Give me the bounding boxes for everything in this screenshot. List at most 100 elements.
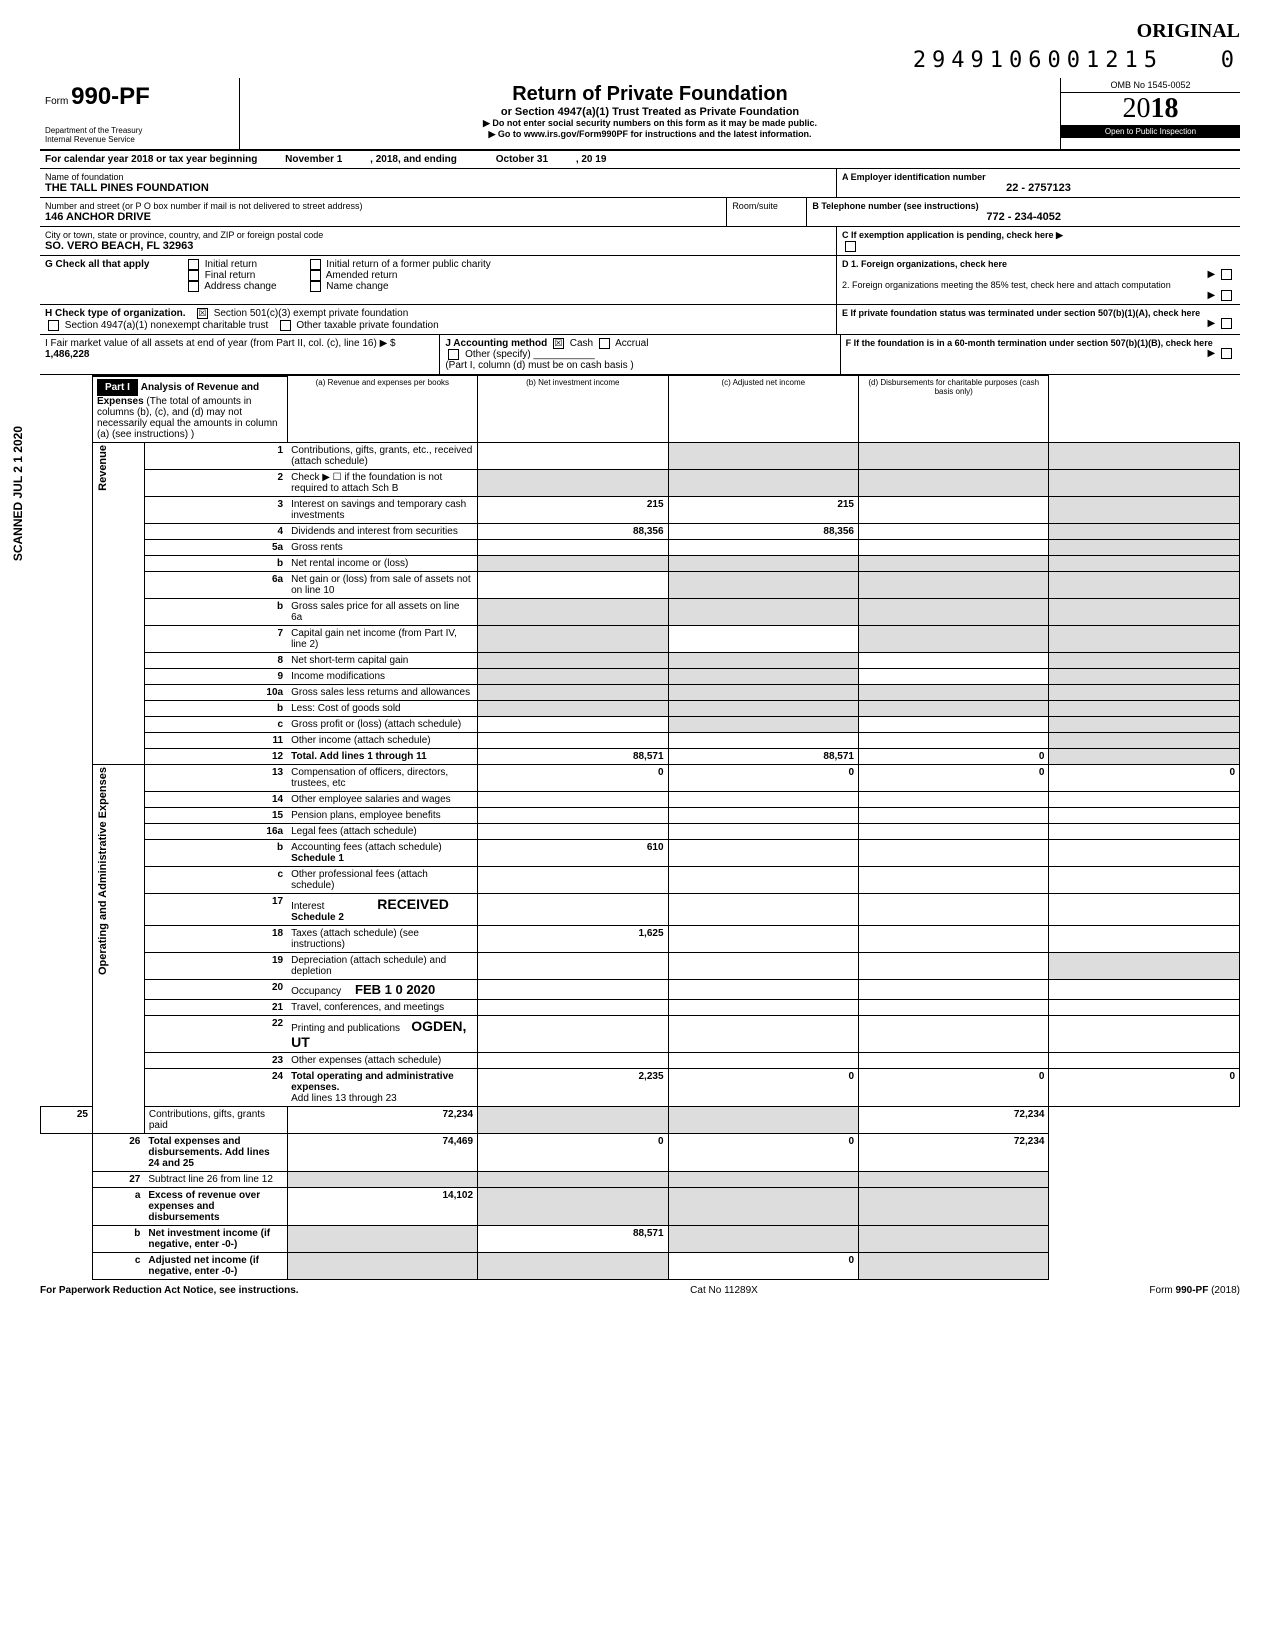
line-16a: Legal fees (attach schedule) bbox=[287, 823, 477, 839]
line-10a: Gross sales less returns and allowances bbox=[287, 684, 477, 700]
i-value: 1,486,228 bbox=[45, 349, 90, 360]
city: SO. VERO BEACH, FL 32963 bbox=[45, 240, 831, 252]
d2-checkbox[interactable] bbox=[1221, 290, 1232, 301]
l12-c: 0 bbox=[859, 748, 1049, 764]
l16b-a: 610 bbox=[478, 839, 668, 866]
main-title: Return of Private Foundation bbox=[245, 83, 1055, 106]
g-initial-checkbox[interactable] bbox=[188, 259, 199, 270]
line-15: Pension plans, employee benefits bbox=[287, 807, 477, 823]
stamp-number: 2949106001215 bbox=[913, 48, 1163, 73]
line-24: Total operating and administrative expen… bbox=[291, 1071, 454, 1093]
line-16c: Other professional fees (attach schedule… bbox=[287, 866, 477, 893]
line-27a: Excess of revenue over expenses and disb… bbox=[144, 1187, 287, 1225]
h-501c3-checkbox[interactable]: ☒ bbox=[197, 308, 208, 319]
line-16b: Accounting fees (attach schedule) bbox=[291, 842, 442, 853]
l18-a: 1,625 bbox=[478, 925, 668, 952]
line-11: Other income (attach schedule) bbox=[287, 732, 477, 748]
g-final-checkbox[interactable] bbox=[188, 270, 199, 281]
l24-a: 2,235 bbox=[478, 1068, 668, 1106]
period-begin: November 1 bbox=[285, 154, 342, 165]
h-label: H Check type of organization. bbox=[45, 309, 186, 320]
l13-b: 0 bbox=[668, 764, 858, 791]
j-cash-checkbox[interactable]: ☒ bbox=[553, 338, 564, 349]
g-opt4: Initial return of a former public charit… bbox=[326, 259, 491, 270]
g-label: G Check all that apply bbox=[45, 259, 185, 301]
h-other-checkbox[interactable] bbox=[280, 320, 291, 331]
line-5b: Net rental income or (loss) bbox=[287, 555, 477, 571]
h-opt1: Section 501(c)(3) exempt private foundat… bbox=[214, 309, 409, 320]
line-2: Check ▶ ☐ if the foundation is not requi… bbox=[287, 469, 477, 496]
l3-b: 215 bbox=[668, 496, 858, 523]
period-end-month: October 31 bbox=[496, 154, 548, 165]
h-4947-checkbox[interactable] bbox=[48, 320, 59, 331]
line-21: Travel, conferences, and meetings bbox=[287, 999, 477, 1015]
form-prefix: Form bbox=[45, 96, 68, 107]
instruction-ssn: ▶ Do not enter social security numbers o… bbox=[245, 118, 1055, 129]
c-checkbox[interactable] bbox=[845, 241, 856, 252]
line-19: Depreciation (attach schedule) and deple… bbox=[287, 952, 477, 979]
line-13: Compensation of officers, directors, tru… bbox=[287, 764, 477, 791]
l26-d: 72,234 bbox=[859, 1133, 1049, 1171]
footer-center: Cat No 11289X bbox=[690, 1285, 758, 1296]
line-12: Total. Add lines 1 through 11 bbox=[287, 748, 477, 764]
l25-d: 72,234 bbox=[859, 1106, 1049, 1133]
open-inspection: Open to Public Inspection bbox=[1061, 125, 1240, 138]
j-label: J Accounting method bbox=[445, 338, 547, 349]
subtitle: or Section 4947(a)(1) Trust Treated as P… bbox=[245, 106, 1055, 118]
line-23: Other expenses (attach schedule) bbox=[287, 1052, 477, 1068]
phone: 772 - 234-4052 bbox=[812, 211, 1235, 223]
line-18: Taxes (attach schedule) (see instruction… bbox=[287, 925, 477, 952]
line-27b: Net investment income (if negative, ente… bbox=[148, 1228, 270, 1250]
d1-label: D 1. Foreign organizations, check here bbox=[842, 259, 1235, 269]
line-14: Other employee salaries and wages bbox=[287, 791, 477, 807]
l24-b: 0 bbox=[668, 1068, 858, 1106]
period-label1: For calendar year 2018 or tax year begin… bbox=[45, 154, 257, 165]
line-10b: Less: Cost of goods sold bbox=[287, 700, 477, 716]
expenses-label: Operating and Administrative Expenses bbox=[97, 767, 109, 975]
line-17: Interest bbox=[291, 901, 324, 912]
d1-checkbox[interactable] bbox=[1221, 269, 1232, 280]
l26-c: 0 bbox=[668, 1133, 858, 1171]
col-b-header: (b) Net investment income bbox=[478, 376, 668, 443]
ein-label: A Employer identification number bbox=[842, 172, 1235, 182]
col-c-header: (c) Adjusted net income bbox=[668, 376, 858, 443]
f-label: F If the foundation is in a 60-month ter… bbox=[846, 338, 1235, 348]
footer-right: Form Form 990-PF (2018)990-PF (2018) bbox=[1149, 1285, 1240, 1296]
l3-a: 215 bbox=[478, 496, 668, 523]
g-address-checkbox[interactable] bbox=[188, 281, 199, 292]
line-25: Contributions, gifts, grants paid bbox=[144, 1106, 287, 1133]
part1-header: Part I bbox=[97, 379, 138, 396]
g-former-checkbox[interactable] bbox=[310, 259, 321, 270]
g-name-checkbox[interactable] bbox=[310, 281, 321, 292]
l4-b: 88,356 bbox=[668, 523, 858, 539]
l26-b: 0 bbox=[478, 1133, 668, 1171]
line-20: Occupancy bbox=[291, 986, 341, 997]
j-accrual-checkbox[interactable] bbox=[599, 338, 610, 349]
line-22: Printing and publications bbox=[291, 1023, 400, 1034]
handwritten-original: ORIGINAL bbox=[1137, 20, 1240, 42]
g-amended-checkbox[interactable] bbox=[310, 270, 321, 281]
line-9: Income modifications bbox=[287, 668, 477, 684]
instruction-url: ▶ Go to www.irs.gov/Form990PF for instru… bbox=[245, 129, 1055, 140]
year-prefix: 20 bbox=[1123, 93, 1151, 124]
e-checkbox[interactable] bbox=[1221, 318, 1232, 329]
ein: 22 - 2757123 bbox=[842, 182, 1235, 194]
j-opt2: Accrual bbox=[615, 338, 648, 349]
e-label: E If private foundation status was termi… bbox=[842, 308, 1235, 318]
j-other-checkbox[interactable] bbox=[448, 349, 459, 360]
l13-a: 0 bbox=[478, 764, 668, 791]
line-6b: Gross sales price for all assets on line… bbox=[287, 598, 477, 625]
footer-left: For Paperwork Reduction Act Notice, see … bbox=[40, 1285, 299, 1296]
line-24b: Add lines 13 through 23 bbox=[291, 1093, 397, 1104]
line-5a: Gross rents bbox=[287, 539, 477, 555]
g-opt6: Name change bbox=[326, 282, 388, 293]
form-number: 990-PF bbox=[71, 83, 150, 110]
l25-a: 72,234 bbox=[287, 1106, 477, 1133]
l27a-a: 14,102 bbox=[287, 1187, 477, 1225]
stamp-date: FEB 1 0 2020 bbox=[355, 982, 435, 997]
h-opt2: Section 4947(a)(1) nonexempt charitable … bbox=[65, 320, 268, 331]
l12-a: 88,571 bbox=[478, 748, 668, 764]
line-17-note: Schedule 2 bbox=[291, 912, 344, 923]
line-8: Net short-term capital gain bbox=[287, 652, 477, 668]
f-checkbox[interactable] bbox=[1221, 348, 1232, 359]
